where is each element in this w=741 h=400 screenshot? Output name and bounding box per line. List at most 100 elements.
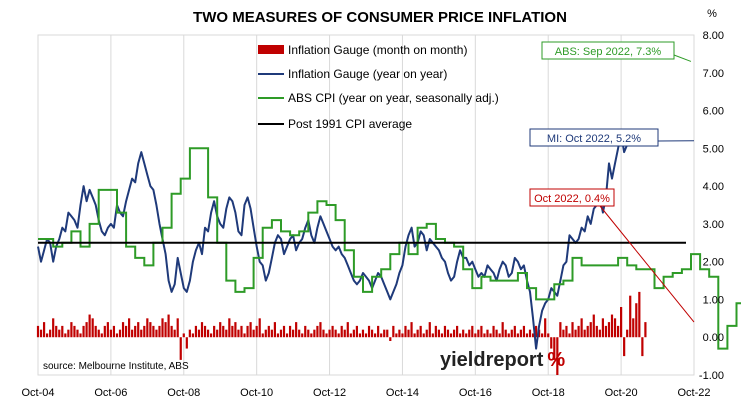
bar-mom: [547, 333, 550, 338]
series-line-yoy: [37, 132, 631, 350]
bar-mom: [49, 329, 52, 338]
bar-mom: [456, 325, 459, 338]
annotation-mi-text: MI: Oct 2022, 5.2%: [547, 133, 641, 145]
bar-mom: [595, 325, 598, 338]
bar-mom: [525, 333, 529, 338]
bar-mom: [413, 333, 416, 338]
y-tick-label: 5.00: [703, 143, 724, 155]
annotation-leader: [599, 205, 695, 323]
bar-mom: [431, 333, 434, 338]
x-tick-label: Oct-08: [167, 387, 200, 399]
bar-mom: [191, 333, 194, 338]
bar-mom: [137, 322, 140, 338]
bar-mom: [322, 329, 325, 338]
bar-mom: [480, 325, 483, 338]
bar-mom: [79, 333, 82, 338]
bar-mom: [465, 333, 468, 338]
bar-mom: [534, 325, 538, 338]
bar-mom: [425, 329, 428, 338]
bar-mom: [607, 322, 611, 338]
bar-mom: [276, 333, 280, 338]
bar-mom: [307, 329, 310, 338]
legend-label-abs: ABS CPI (year on year, seasonally adj.): [288, 91, 499, 105]
bar-mom: [304, 325, 307, 338]
bar-mom: [264, 329, 267, 338]
bar-mom: [401, 333, 404, 338]
bar-mom: [225, 329, 228, 338]
bar-mom: [352, 329, 355, 338]
bar-mom: [94, 325, 97, 338]
svg-text:yieldreport%: yieldreport%: [440, 349, 565, 371]
bar-mom: [553, 337, 556, 360]
bar-mom: [282, 325, 286, 338]
bar-mom: [586, 325, 589, 338]
bar-mom: [39, 329, 43, 338]
bar-mom: [443, 325, 447, 338]
bar-mom: [437, 329, 440, 338]
bar-mom: [486, 329, 489, 338]
bar-mom: [635, 303, 638, 338]
bar-mom: [164, 322, 167, 338]
bar-mom: [507, 333, 510, 338]
bar-mom: [477, 329, 480, 338]
bar-mom: [598, 329, 601, 338]
bar-mom: [292, 329, 295, 338]
bar-mom: [112, 325, 116, 338]
bar-mom: [316, 325, 319, 338]
series-line-abs: [38, 147, 741, 350]
legend-label-yoy: Inflation Gauge (year on year): [288, 67, 447, 81]
bar-mom: [161, 318, 164, 338]
bar-mom: [504, 329, 507, 338]
bar-mom: [380, 333, 383, 338]
x-tick-label: Oct-12: [313, 387, 346, 399]
bar-mom: [158, 325, 161, 338]
bar-mom: [392, 325, 395, 338]
bar-mom: [495, 329, 498, 338]
x-tick-label: Oct-04: [21, 387, 54, 399]
bar-mom: [346, 322, 349, 338]
bar-mom: [182, 333, 185, 338]
bar-mom: [383, 329, 386, 338]
bar-mom: [140, 329, 143, 338]
bar-mom: [73, 325, 76, 338]
bar-mom: [370, 329, 374, 338]
bar-mom: [295, 322, 298, 338]
bar-mom: [173, 329, 176, 338]
bar-mom: [273, 322, 276, 338]
bar-mom: [516, 333, 519, 338]
x-tick-label: Oct-16: [459, 387, 492, 399]
annotation-abs-text: ABS: Sep 2022, 7.3%: [555, 46, 662, 58]
bar-mom: [109, 329, 112, 338]
bar-mom: [206, 329, 210, 338]
x-tick-label: Oct-14: [386, 387, 419, 399]
bar-mom: [389, 337, 392, 341]
bar-mom: [118, 329, 122, 338]
bar-mom: [203, 325, 207, 338]
bar-mom: [407, 329, 410, 338]
y-tick-label: 1.00: [703, 294, 724, 306]
annotation-leaders: [599, 54, 695, 323]
bar-mom: [88, 314, 91, 338]
bar-mom: [568, 333, 571, 338]
bar-mom: [589, 322, 592, 338]
bar-mom: [55, 325, 58, 338]
bar-mom: [550, 337, 553, 349]
bar-mom: [42, 322, 46, 338]
bar-mom: [377, 325, 380, 338]
bar-mom: [422, 333, 425, 338]
bar-mom: [134, 325, 137, 338]
bar-mom: [544, 318, 547, 338]
bar-mom: [167, 314, 170, 338]
bar-mom: [85, 322, 88, 338]
bar-mom: [115, 333, 119, 338]
y-tick-label: 0.00: [703, 332, 724, 344]
bar-mom: [641, 337, 644, 357]
bar-mom: [249, 322, 252, 338]
bar-mom: [231, 325, 234, 338]
bar-mom: [471, 325, 474, 338]
legend-label-mom: Inflation Gauge (month on month): [288, 43, 467, 57]
bar-mom: [510, 329, 513, 338]
bar-mom: [355, 325, 358, 338]
bar-mom: [237, 329, 240, 338]
